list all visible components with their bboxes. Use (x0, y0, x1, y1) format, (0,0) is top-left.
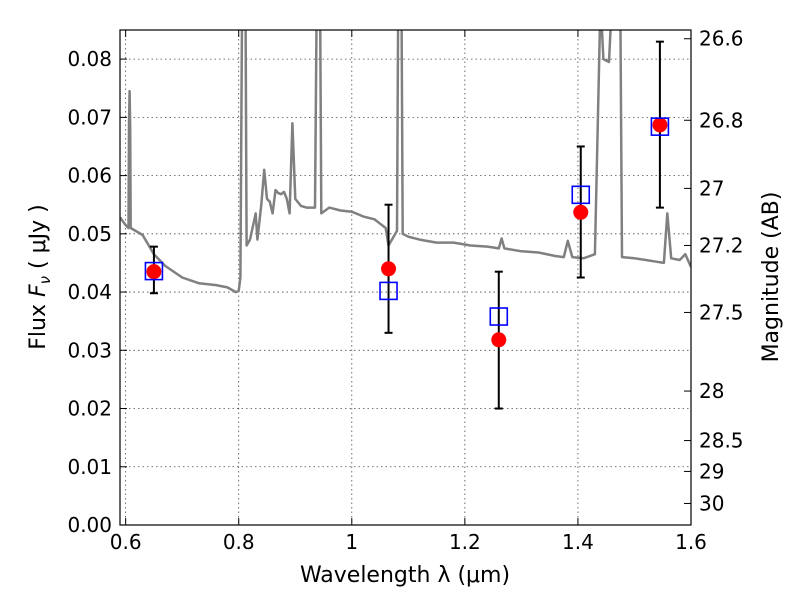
observed-point (573, 204, 589, 220)
x-tick-label: 0.8 (223, 530, 255, 554)
x-axis-label: Wavelength λ (μm) (300, 563, 510, 588)
y-tick-label: 0.00 (67, 513, 112, 537)
x-tick-label: 0.6 (110, 530, 142, 554)
y-tick-label: 0.07 (67, 105, 112, 129)
model-series (144, 117, 670, 326)
right-tick-label: 27.5 (699, 300, 744, 324)
right-tick-label: 28 (699, 379, 724, 403)
right-tick-label: 26.8 (699, 108, 744, 132)
observed-series (146, 40, 668, 410)
observed-point (652, 117, 668, 133)
right-tick-label: 29 (699, 459, 724, 483)
model-point (489, 307, 509, 326)
right-tick-label: 27 (699, 176, 724, 200)
plot-frame (119, 29, 692, 526)
x-tick-label: 1.2 (449, 530, 481, 554)
y-axis-right: 26.6 26.8 27 27.2 27.5 28 28.5 29 30 (684, 27, 744, 515)
x-tick-label: 1 (345, 530, 358, 554)
y-tick-label: 0.05 (67, 222, 112, 246)
y-axis-left: 0.00 0.01 0.02 0.03 0.04 0.05 0.06 0.07 0.08 (67, 47, 127, 537)
y-axis-label-symbol: F (26, 284, 51, 297)
spectrum-series (120, 30, 691, 294)
y-axis-label-suffix: ( μJy ) (26, 204, 51, 276)
y-tick-label: 0.06 (67, 164, 112, 188)
y-tick-label: 0.08 (67, 47, 112, 71)
x-axis: 0.6 0.8 1 1.2 1.4 1.6 (110, 30, 707, 554)
observed-point (146, 264, 162, 280)
model-point (571, 185, 591, 205)
gridlines (120, 30, 691, 525)
right-axis-label: Magnitude (AB) (759, 192, 784, 363)
observed-point (491, 332, 507, 348)
y-tick-label: 0.03 (67, 338, 112, 362)
y-tick-label: 0.02 (67, 397, 112, 421)
y-tick-label: 0.04 (67, 280, 112, 304)
x-tick-label: 1.4 (562, 530, 594, 554)
right-tick-label: 28.5 (699, 429, 744, 453)
y-axis-label-prefix: Flux (26, 297, 51, 350)
x-tick-label: 1.6 (675, 530, 707, 554)
right-tick-label: 26.6 (699, 27, 744, 51)
y-axis-label-subscript: ν (36, 276, 54, 284)
right-tick-label: 30 (699, 491, 724, 515)
model-point (650, 117, 670, 136)
y-axis-label: Flux Fν ( μJy ) (26, 204, 54, 349)
right-tick-label: 27.2 (699, 233, 744, 257)
model-point (144, 261, 164, 281)
spectrum-line (120, 30, 691, 294)
observed-point (381, 261, 397, 277)
model-point (379, 281, 398, 301)
y-tick-label: 0.01 (67, 455, 112, 479)
